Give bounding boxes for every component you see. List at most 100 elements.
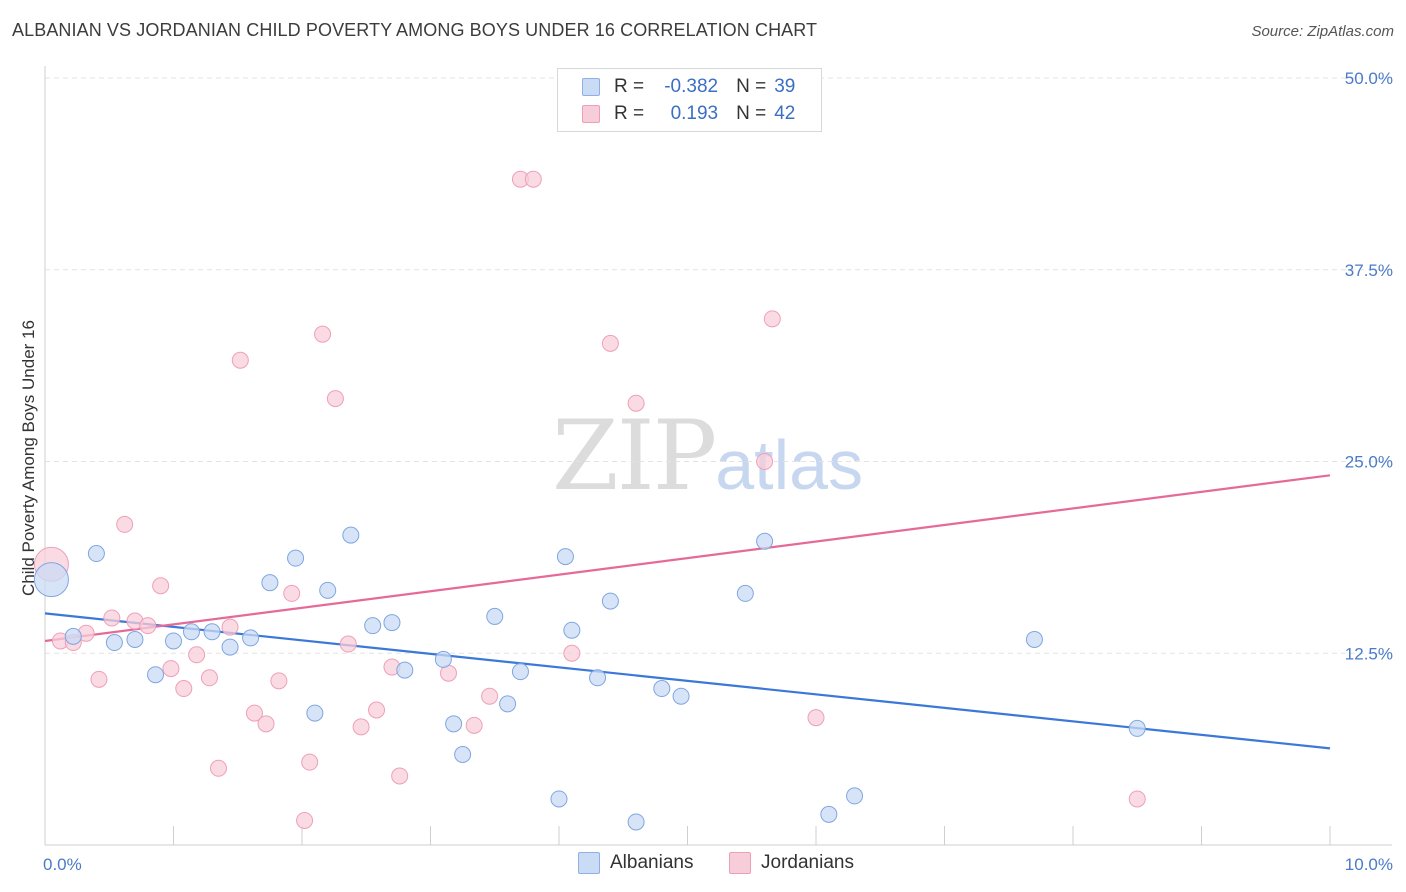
albanian-point — [445, 715, 463, 733]
albanian-point — [242, 629, 260, 647]
albanian-point — [601, 592, 619, 610]
jordanian-trend-line — [44, 474, 1331, 643]
albanian-point — [1025, 630, 1043, 648]
legend-n-value: 42 — [774, 103, 796, 124]
albanian-point — [511, 663, 529, 681]
albanian-point — [486, 607, 504, 625]
jordanian-point — [465, 716, 483, 734]
bottom-swatch-jordanians — [729, 852, 751, 874]
albanian-point — [319, 581, 337, 599]
jordanian-point — [326, 390, 344, 408]
albanian-point — [756, 532, 774, 550]
bottom-legend-jordanians-label: Jordanians — [761, 852, 854, 873]
albanian-point — [165, 632, 182, 650]
albanian-point — [383, 614, 401, 632]
jordanian-point — [245, 704, 263, 722]
gridlines — [45, 77, 1392, 654]
jordanian-point — [352, 718, 370, 736]
albanian-point — [147, 666, 165, 684]
legend-r-label: R = — [614, 103, 645, 124]
x-tick-label: 0.0% — [43, 855, 82, 874]
albanian-point — [434, 650, 452, 668]
jordanian-point — [368, 701, 386, 719]
albanian-point — [589, 669, 607, 687]
jordanian-point — [188, 646, 206, 664]
tick-labels: 12.5% 25.0% 37.5% 50.0% 0.0% 10.0% — [43, 69, 1393, 874]
bottom-legend: Albanians Jordanians — [0, 852, 1406, 876]
jordanian-point — [301, 753, 319, 771]
x-tick-label: 10.0% — [1345, 855, 1393, 874]
albanian-point — [627, 813, 645, 831]
albanian-point — [261, 574, 279, 592]
y-tick-label: 37.5% — [1345, 261, 1393, 280]
jordanian-point — [221, 618, 239, 636]
albanian-point — [33, 562, 69, 598]
jordanian-point — [175, 680, 193, 698]
jordanian-point — [296, 811, 314, 829]
bottom-swatch-albanians — [578, 852, 600, 874]
albanian-point — [499, 695, 517, 713]
jordanian-point — [152, 577, 170, 595]
chart-title: ALBANIAN VS JORDANIAN CHILD POVERTY AMON… — [12, 20, 818, 40]
jordanian-point — [257, 715, 275, 733]
jordanian-point — [339, 635, 357, 653]
albanian-point — [342, 526, 360, 544]
bottom-legend-jordanians: Jordanians — [729, 852, 854, 874]
source-label: Source: ZipAtlas.com — [1251, 23, 1394, 40]
albanian-point — [105, 634, 123, 652]
albanian-point — [846, 787, 864, 805]
albanian-point — [736, 584, 754, 602]
watermark-atlas: atlas — [715, 426, 864, 504]
jordanian-point — [103, 609, 121, 627]
jordanian-point — [283, 584, 301, 602]
trend-lines — [44, 474, 1331, 750]
jordanian-point — [270, 672, 288, 690]
jordanian-point — [391, 767, 409, 785]
albanian-point — [203, 623, 221, 641]
legend-n-label: N = — [736, 76, 767, 97]
legend-r-value: -0.382 — [664, 76, 719, 97]
jordanian-point — [116, 515, 134, 533]
jordanian-point — [481, 687, 499, 705]
albanian-point — [550, 790, 568, 808]
jordanian-point — [756, 453, 774, 470]
jordanian-point — [200, 669, 218, 687]
albanian-point — [454, 745, 472, 763]
jordanian-point — [314, 325, 332, 343]
albanian-point — [287, 549, 305, 567]
y-axis-label: Child Poverty Among Boys Under 16 — [19, 320, 38, 596]
legend-r-value: 0.193 — [670, 103, 719, 124]
legend-row-jordanians: R = 0.193 N = 42 — [582, 102, 795, 126]
jordanian-point — [209, 759, 227, 777]
legend-r-label: R = — [614, 76, 645, 97]
albanian-point — [306, 704, 324, 722]
albanian-point — [556, 548, 574, 566]
watermark: ZIPatlas — [552, 400, 863, 512]
jordanian-point — [601, 334, 619, 352]
albanian-point — [396, 661, 414, 679]
albanian-trend-line — [44, 612, 1331, 750]
bottom-legend-albanians-label: Albanians — [610, 852, 694, 873]
legend-n-value: 39 — [774, 76, 796, 97]
albanian-point — [364, 617, 382, 635]
data-points — [33, 170, 1146, 831]
albanian-point — [87, 545, 105, 563]
jordanian-point — [807, 709, 825, 727]
albanian-point — [653, 680, 671, 698]
jordanian-point — [1128, 790, 1146, 808]
albanian-point — [182, 623, 200, 641]
y-tick-label: 12.5% — [1345, 644, 1393, 663]
legend-swatch-jordanians — [582, 105, 600, 123]
jordanian-point — [90, 670, 108, 688]
jordanian-point — [231, 351, 249, 369]
albanian-point — [221, 638, 239, 656]
jordanian-point — [627, 394, 645, 412]
albanian-point — [563, 621, 581, 639]
jordanian-point — [524, 170, 542, 188]
bottom-legend-albanians: Albanians — [578, 852, 693, 874]
y-tick-label: 25.0% — [1345, 453, 1393, 472]
jordanian-point — [763, 310, 781, 328]
albanian-point — [1128, 719, 1146, 737]
legend-row-albanians: R = -0.382 N = 39 — [582, 75, 795, 99]
